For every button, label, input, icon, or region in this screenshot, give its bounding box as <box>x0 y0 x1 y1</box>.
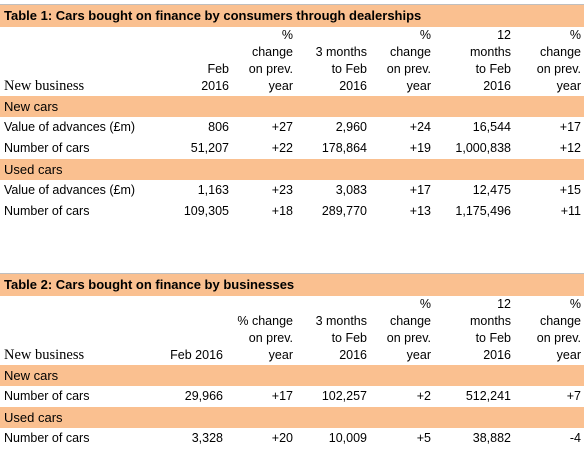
table-cell: 38,882 <box>472 431 511 445</box>
table-cell: 29,966 <box>184 389 223 403</box>
table-cell: 109,305 <box>183 204 229 218</box>
table-row: Value of advances (£m) 1,163 +23 3,083 +… <box>0 180 584 201</box>
table-title: Table 2: Cars bought on finance by busin… <box>0 273 584 296</box>
table-cell: 1,175,496 <box>455 204 511 218</box>
header-cell: % change on prev. year <box>248 28 293 93</box>
table-row: Number of cars 29,966 +17 102,257 +2 512… <box>0 386 584 407</box>
table-cell: 10,009 <box>328 431 367 445</box>
header-cell: Feb 2016 <box>201 62 229 93</box>
section-row: New cars <box>0 96 584 117</box>
section-row: Used cars <box>0 159 584 180</box>
header-cell: % change on prev. year <box>536 297 581 362</box>
table-cell: +17 <box>271 389 293 403</box>
header-cell: Feb 2016 <box>170 348 223 362</box>
table-cell: 102,257 <box>321 389 367 403</box>
row-label: Number of cars <box>4 141 90 155</box>
table-cell: 806 <box>208 120 229 134</box>
table-cell: 178,864 <box>321 141 367 155</box>
table-row: Value of advances (£m) 806 +27 2,960 +24… <box>0 117 584 138</box>
table-cell: +24 <box>409 120 431 134</box>
table-cell: 1,000,838 <box>455 141 511 155</box>
header-row: New business Feb 2016 % change on prev. year… <box>0 27 584 96</box>
table-cell: +17 <box>409 183 431 197</box>
table-cell: +2 <box>416 389 431 403</box>
section-row: New cars <box>0 365 584 386</box>
row-label: Number of cars <box>4 204 90 218</box>
table-cell: +15 <box>559 183 581 197</box>
table-cell: +27 <box>271 120 293 134</box>
table-cell: -4 <box>569 431 581 445</box>
header-cell: 12 months to Feb 2016 <box>470 28 511 93</box>
section-row: Used cars <box>0 407 584 428</box>
table-1: Table 1: Cars bought on finance by consu… <box>0 4 584 222</box>
row-label: Value of advances (£m) <box>4 183 136 197</box>
table-cell: +18 <box>271 204 293 218</box>
table-cell: +17 <box>559 120 581 134</box>
table-cell: 16,544 <box>472 120 511 134</box>
section-label: New cars <box>0 365 584 386</box>
header-label: New business <box>4 78 85 94</box>
table-cell: +20 <box>271 431 293 445</box>
section-label: Used cars <box>0 407 584 428</box>
header-row: New business Feb 2016 % change on prev. ye… <box>0 296 584 365</box>
table-cell: 1,163 <box>197 183 229 197</box>
table-cell: +22 <box>271 141 293 155</box>
header-cell: % change on prev. year <box>536 28 581 93</box>
section-label: Used cars <box>0 159 584 180</box>
table-title: Table 1: Cars bought on finance by consu… <box>0 4 584 27</box>
table-grid: New business Feb 2016 % change on prev. year… <box>0 27 584 222</box>
table-cell: 512,241 <box>465 389 511 403</box>
header-cell: % change on prev. year <box>386 297 431 362</box>
table-cell: +19 <box>409 141 431 155</box>
table-cell: 12,475 <box>472 183 511 197</box>
table-cell: 3,083 <box>335 183 367 197</box>
table-cell: 289,770 <box>321 204 367 218</box>
table-cell: +13 <box>409 204 431 218</box>
row-label: Number of cars <box>4 431 90 445</box>
table-cell: +11 <box>560 204 581 218</box>
row-label: Number of cars <box>4 389 90 403</box>
table-cell: +23 <box>271 183 293 197</box>
header-cell: % change on prev. year <box>386 28 431 93</box>
header-cell: 3 months to Feb 2016 <box>315 314 367 362</box>
header-cell: 12 months to Feb 2016 <box>470 297 511 362</box>
table-2: Table 2: Cars bought on finance by busin… <box>0 273 584 449</box>
table-cell: 3,328 <box>191 431 223 445</box>
row-label: Value of advances (£m) <box>4 120 136 134</box>
table-cell: +12 <box>559 141 581 155</box>
table-row: Number of cars 3,328 +20 10,009 +5 38,88… <box>0 428 584 449</box>
table-cell: 51,207 <box>190 141 229 155</box>
header-cell: 3 months to Feb 2016 <box>315 45 367 93</box>
header-cell: % change on prev. year <box>237 314 293 362</box>
table-row: Number of cars 109,305 +18 289,770 +13 1… <box>0 201 584 222</box>
table-grid: New business Feb 2016 % change on prev. ye… <box>0 296 584 449</box>
table-cell: +7 <box>566 389 581 403</box>
table-cell: 2,960 <box>335 120 367 134</box>
table-row: Number of cars 51,207 +22 178,864 +19 1,… <box>0 138 584 159</box>
header-label: New business <box>4 347 85 363</box>
section-label: New cars <box>0 96 584 117</box>
table-cell: +5 <box>416 431 431 445</box>
